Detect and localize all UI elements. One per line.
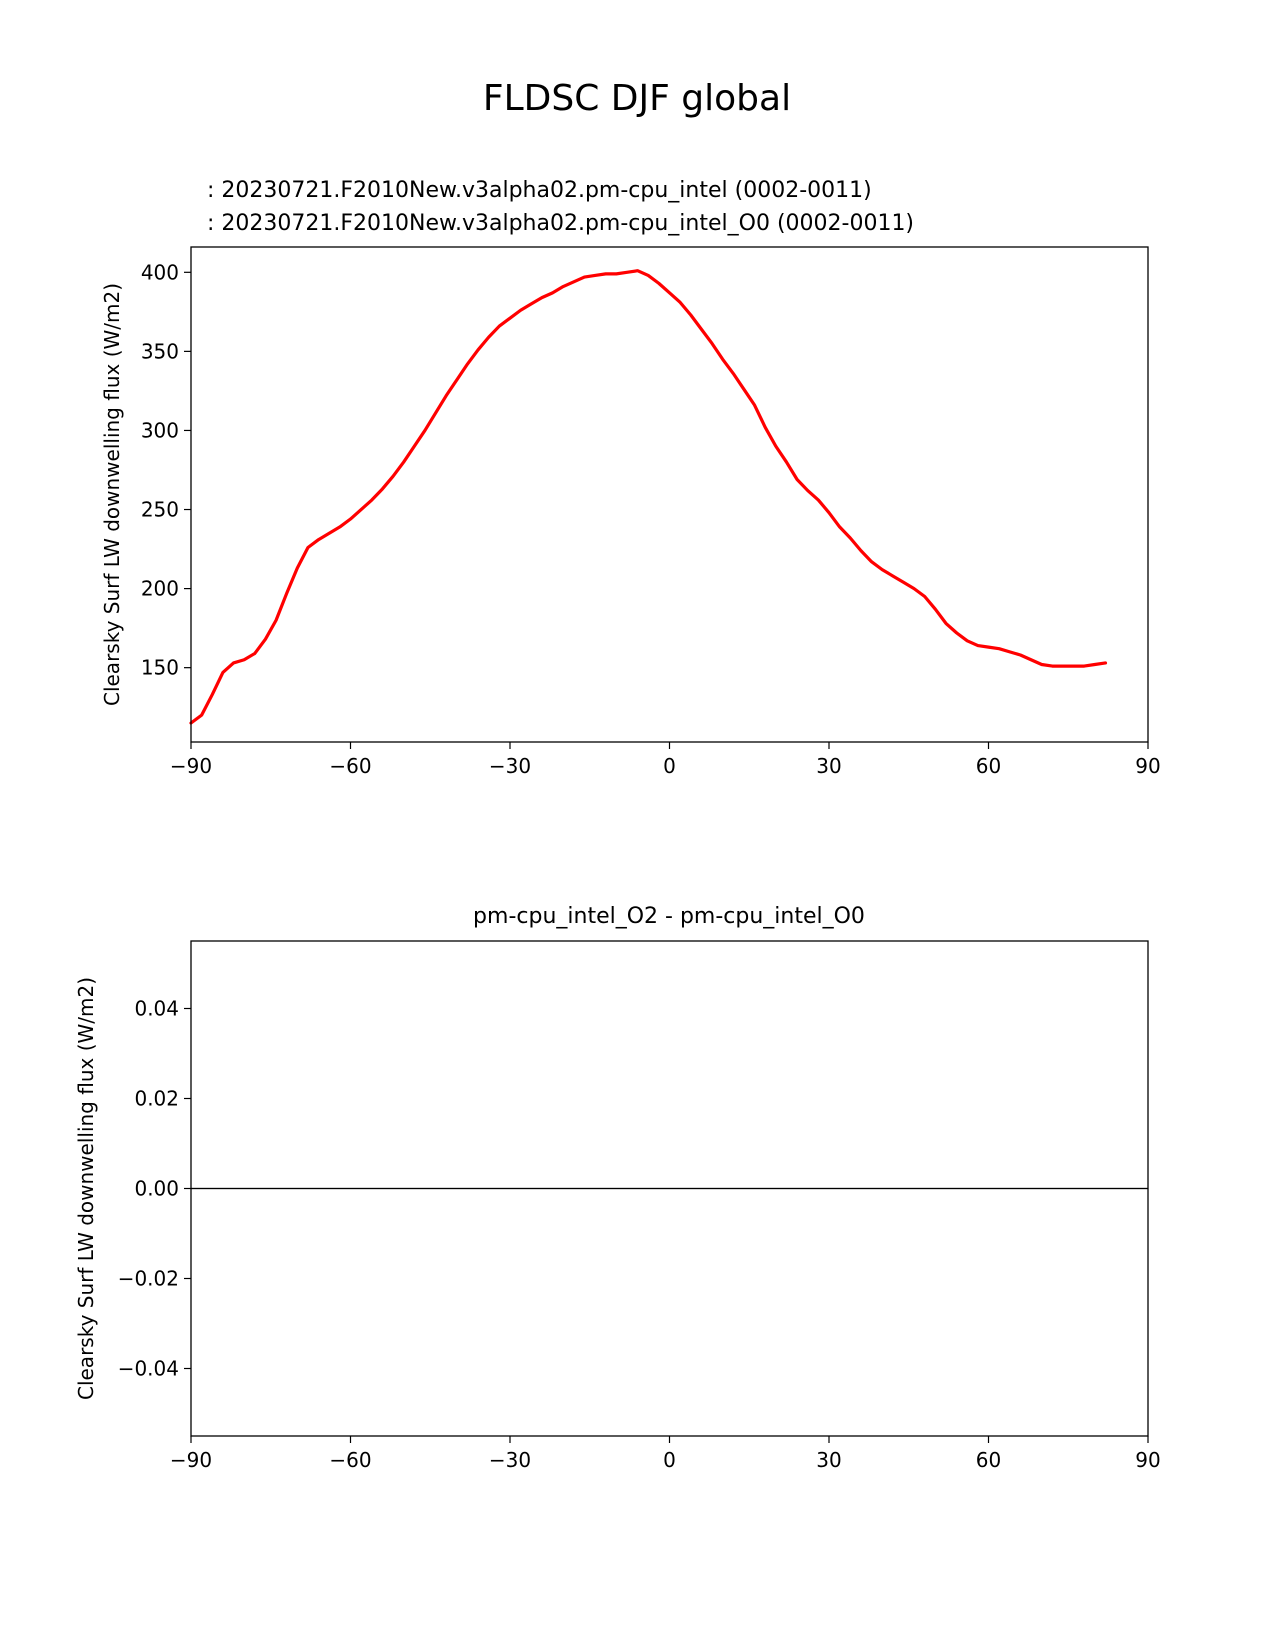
top-y-tick-label: 350 xyxy=(141,339,179,363)
top-y-axis-label: Clearsky Surf LW downwelling flux (W/m2) xyxy=(100,283,124,706)
figure-title: FLDSC DJF global xyxy=(483,78,791,119)
top-panel: : 20230721.F2010New.v3alpha02.pm-cpu_int… xyxy=(100,178,1161,778)
top-series-group xyxy=(189,269,1108,725)
bottom-y-tick-label: −0.04 xyxy=(118,1357,179,1381)
top-x-ticks: −90 −60 −30 0 30 60 90 xyxy=(170,742,1161,778)
top-y-ticks: 150 200 250 300 350 400 xyxy=(141,260,191,680)
bottom-subplot-title: pm-cpu_intel_O2 - pm-cpu_intel_O0 xyxy=(473,904,865,929)
bottom-x-tick-label: 60 xyxy=(976,1448,1001,1472)
top-x-tick-label: 0 xyxy=(663,754,676,778)
bottom-panel: pm-cpu_intel_O2 - pm-cpu_intel_O0 Clears… xyxy=(74,904,1161,1472)
bottom-x-tick-label: 90 xyxy=(1135,1448,1160,1472)
bottom-x-tick-label: 0 xyxy=(663,1448,676,1472)
top-y-tick-label: 200 xyxy=(141,577,179,601)
legend-entry-reference: : 20230721.F2010New.v3alpha02.pm-cpu_int… xyxy=(207,211,914,236)
bottom-x-tick-label: −90 xyxy=(170,1448,212,1472)
bottom-y-tick-label: 0.00 xyxy=(134,1177,179,1201)
bottom-y-tick-label: −0.02 xyxy=(118,1267,179,1291)
bottom-plot-frame xyxy=(190,940,1149,1437)
bottom-y-tick-label: 0.04 xyxy=(134,997,179,1021)
top-y-tick-label: 300 xyxy=(141,418,179,442)
bottom-x-tick-label: 30 xyxy=(816,1448,841,1472)
top-y-tick-label: 400 xyxy=(141,260,179,284)
bottom-x-tick-label: −30 xyxy=(489,1448,531,1472)
top-y-tick-label: 250 xyxy=(141,498,179,522)
bottom-y-tick-label: 0.02 xyxy=(134,1087,179,1111)
top-plot-frame xyxy=(190,246,1149,743)
bottom-y-axis-label: Clearsky Surf LW downwelling flux (W/m2) xyxy=(74,977,98,1400)
bottom-x-ticks: −90 −60 −30 0 30 60 90 xyxy=(170,1436,1161,1472)
legend-entry-test: : 20230721.F2010New.v3alpha02.pm-cpu_int… xyxy=(207,178,872,203)
top-x-tick-label: 90 xyxy=(1135,754,1160,778)
top-x-tick-label: 60 xyxy=(976,754,1001,778)
bottom-x-tick-label: −60 xyxy=(329,1448,371,1472)
top-x-tick-label: −30 xyxy=(489,754,531,778)
top-series-line-1 xyxy=(189,269,1108,725)
top-x-tick-label: −60 xyxy=(329,754,371,778)
top-x-tick-label: −90 xyxy=(170,754,212,778)
top-series-line-0 xyxy=(189,269,1107,725)
bottom-y-ticks: −0.04 −0.02 0.00 0.02 0.04 xyxy=(118,997,191,1381)
top-y-tick-label: 150 xyxy=(141,656,179,680)
top-x-tick-label: 30 xyxy=(816,754,841,778)
